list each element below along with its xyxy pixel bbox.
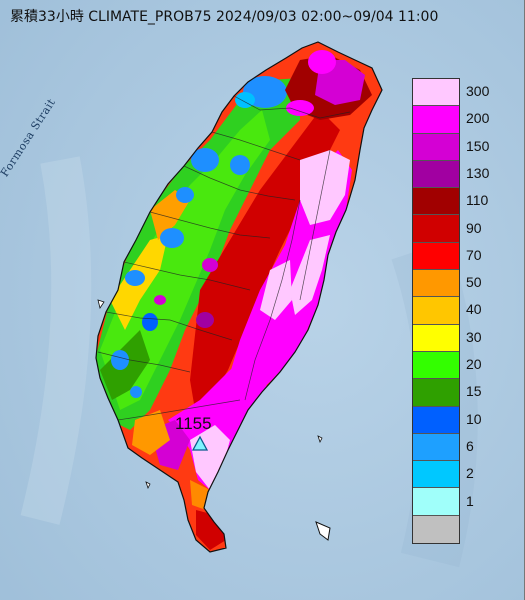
legend-label: 2	[466, 465, 474, 482]
triangle-marker-icon	[191, 435, 209, 451]
legend-swatch	[413, 433, 459, 462]
legend-label: 1	[466, 492, 474, 509]
legend-label: 50	[466, 274, 482, 291]
legend-swatch	[413, 406, 459, 434]
legend-swatch	[413, 351, 459, 380]
legend-swatch	[413, 488, 459, 516]
legend-swatch	[413, 79, 459, 107]
max-rainfall-value: 1155	[175, 414, 212, 433]
legend-swatch	[413, 270, 459, 298]
legend-label: 20	[466, 356, 482, 372]
color-legend	[412, 78, 460, 545]
legend-label: 300	[466, 83, 490, 99]
coastline	[95, 41, 383, 553]
legend-swatch	[413, 461, 459, 489]
legend-swatch	[413, 133, 459, 161]
legend-label: 90	[466, 219, 482, 236]
legend-label: 10	[466, 410, 482, 427]
legend-swatch	[413, 324, 459, 352]
legend-swatch	[413, 297, 459, 325]
legend-swatch	[413, 106, 459, 134]
legend-swatch	[413, 188, 459, 216]
legend-label: 40	[466, 301, 482, 318]
legend-label: 6	[466, 437, 474, 454]
county-boundaries	[97, 95, 351, 421]
legend-label: 15	[466, 383, 482, 400]
legend-swatch	[413, 242, 459, 271]
legend-label: 30	[466, 328, 482, 345]
legend-label: 110	[466, 192, 489, 209]
legend-swatch	[413, 379, 459, 407]
lanyu-island	[315, 521, 331, 541]
legend-swatch	[413, 160, 459, 189]
legend-label: 130	[466, 164, 490, 181]
legend-label: 150	[466, 137, 490, 154]
legend-swatch	[413, 515, 459, 544]
map-title: 累積33小時 CLIMATE_PROB75 2024/09/03 02:00~0…	[10, 9, 439, 25]
legend-swatch	[413, 215, 459, 243]
legend-label: 70	[466, 246, 482, 263]
legend-label: 200	[466, 110, 490, 127]
